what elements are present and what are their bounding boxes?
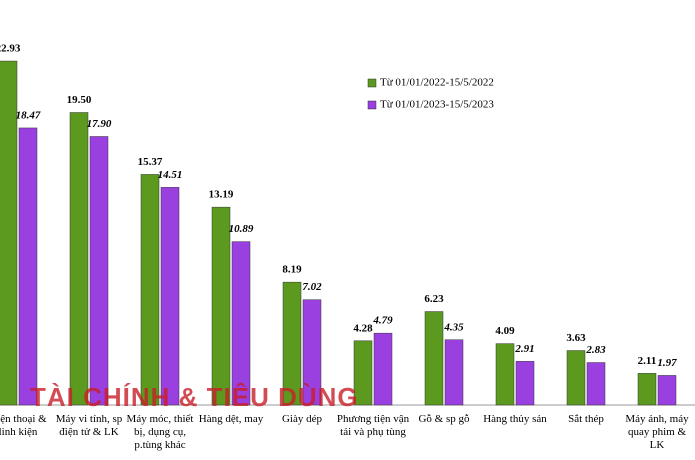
bar <box>495 343 515 406</box>
legend-label: Từ 01/01/2022-15/5/2022 <box>380 77 494 89</box>
value-label: 14.51 <box>158 169 183 181</box>
bar <box>211 206 231 406</box>
bar <box>444 339 464 406</box>
bar <box>0 60 18 406</box>
bar <box>637 373 657 406</box>
value-label: 22.93 <box>0 43 21 55</box>
bar <box>140 174 160 406</box>
bar <box>69 112 89 406</box>
x-tick-label: Máy vi tính, sp điện tử & LK <box>55 413 123 438</box>
x-tick-label: Máy ảnh, máy quay phim & LK <box>625 413 689 451</box>
x-tick-label: Hàng thủy sản <box>483 413 547 425</box>
x-tick-label: Gỗ & sp gỗ <box>418 413 470 425</box>
value-label: 6.23 <box>424 293 444 305</box>
value-label: 4.35 <box>443 321 464 333</box>
value-label: 8.19 <box>282 264 302 276</box>
bar <box>302 299 322 406</box>
value-label: 4.28 <box>353 322 373 334</box>
bar <box>424 311 444 406</box>
bar <box>89 136 109 406</box>
watermark: TÀI CHÍNH & TIÊU DÙNG <box>30 382 359 412</box>
bar <box>657 375 677 406</box>
value-label: 13.19 <box>209 189 234 201</box>
value-label: 4.79 <box>372 315 393 327</box>
x-tick-label: Giày dép <box>281 413 322 425</box>
value-label: 2.91 <box>514 343 534 355</box>
value-label: 10.89 <box>229 223 254 235</box>
value-label: 1.97 <box>657 357 677 369</box>
bar <box>231 241 251 406</box>
bar <box>18 127 38 406</box>
bar <box>160 187 180 406</box>
bar <box>566 350 586 406</box>
legend-swatch <box>367 78 377 88</box>
bar <box>515 361 535 406</box>
value-label: 7.02 <box>302 281 322 293</box>
legend-swatch <box>367 100 377 110</box>
value-label: 18.47 <box>16 109 41 121</box>
value-label: 2.83 <box>585 344 606 356</box>
bar <box>586 362 606 406</box>
value-label: 4.09 <box>495 325 515 337</box>
value-label: 3.63 <box>566 332 586 344</box>
x-tick-label: Phương tiện vận tải và phụ tùng <box>336 413 410 438</box>
legend-label: Từ 01/01/2023-15/5/2023 <box>380 99 494 111</box>
value-label: 2.11 <box>638 355 657 367</box>
x-tick-label: Hàng dệt, may <box>198 413 264 425</box>
bar <box>282 281 302 406</box>
value-label: 15.37 <box>138 156 163 168</box>
x-tick-label: Điện thoại & linh kiện <box>0 413 47 438</box>
value-label: 19.50 <box>67 94 92 106</box>
x-tick-label: Máy móc, thiết bị, dụng cụ, p.tùng khác <box>126 413 194 451</box>
x-tick-label: Sắt thép <box>568 413 604 425</box>
value-label: 17.90 <box>87 118 112 130</box>
bar <box>373 332 393 406</box>
bar <box>353 340 373 406</box>
